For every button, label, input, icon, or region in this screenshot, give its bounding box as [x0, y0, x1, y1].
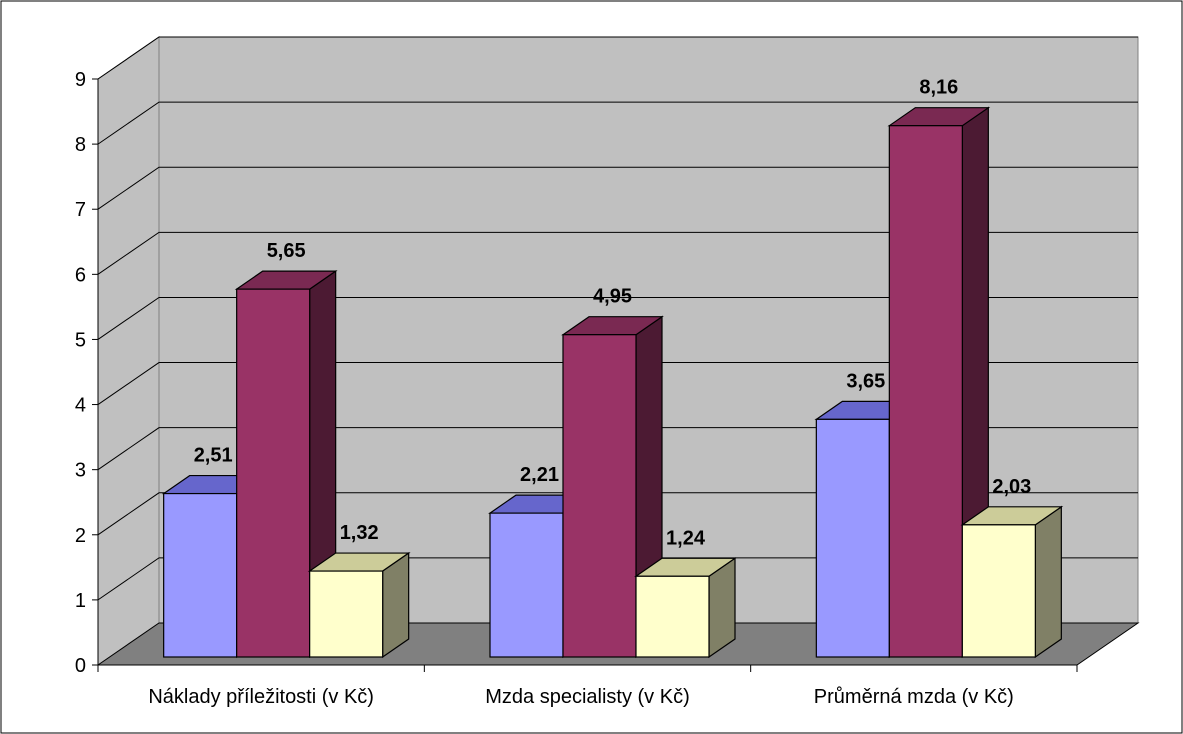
data-label: 1,24	[666, 527, 706, 549]
axes: 0 1 2 3 4 5 6 7 8 9 Náklady příležitosti (v Kč) Mzd…	[75, 69, 1078, 708]
x-category-label: Náklady příležitosti (v Kč)	[148, 686, 374, 708]
data-label: 2,03	[992, 476, 1031, 498]
y-tick-label: 9	[75, 69, 86, 91]
y-tick-label: 4	[75, 395, 86, 417]
bar	[888, 125, 963, 658]
y-tick-label: 8	[75, 134, 86, 156]
data-label: 2,21	[520, 464, 559, 486]
data-label: 5,65	[267, 240, 306, 262]
y-tick-label: 7	[75, 199, 86, 221]
data-label: 1,32	[340, 522, 379, 544]
data-label: 4,95	[593, 286, 632, 308]
gridlines	[97, 36, 1138, 601]
labels: 2,51 5,65 1,32 2,21 4,95 1,24 3,65 8,16 2,03	[194, 77, 1032, 550]
y-tick-label: 1	[75, 590, 86, 612]
bar	[961, 524, 1036, 658]
data-label: 2,51	[194, 445, 233, 467]
bars	[161, 106, 1064, 659]
bar	[635, 575, 710, 658]
gridline	[97, 427, 1138, 471]
gridline	[97, 36, 1138, 80]
y-tick-label: 0	[75, 655, 86, 677]
y-tick-label: 3	[75, 460, 86, 482]
gridline	[97, 362, 1138, 405]
y-tick-label: 2	[75, 525, 86, 547]
data-label: 3,65	[846, 370, 885, 392]
gridline	[97, 557, 1138, 601]
bar-side	[1034, 505, 1062, 659]
y-tick-label: 5	[75, 329, 86, 351]
bar	[236, 288, 311, 658]
bar	[562, 334, 637, 658]
side-wall	[97, 36, 160, 666]
bar	[309, 570, 384, 658]
gridline	[97, 231, 1138, 275]
bar	[163, 492, 238, 658]
gridline	[97, 492, 1138, 536]
gridline	[97, 166, 1138, 210]
y-tick-label: 6	[75, 264, 86, 286]
data-label: 8,16	[919, 77, 958, 99]
bar	[815, 418, 890, 658]
bar	[489, 512, 564, 658]
x-category-label: Průměrná mzda (v Kč)	[814, 686, 1014, 708]
gridline	[97, 101, 1138, 145]
gridline	[97, 296, 1138, 340]
x-category-label: Mzda specialisty (v Kč)	[485, 686, 690, 708]
